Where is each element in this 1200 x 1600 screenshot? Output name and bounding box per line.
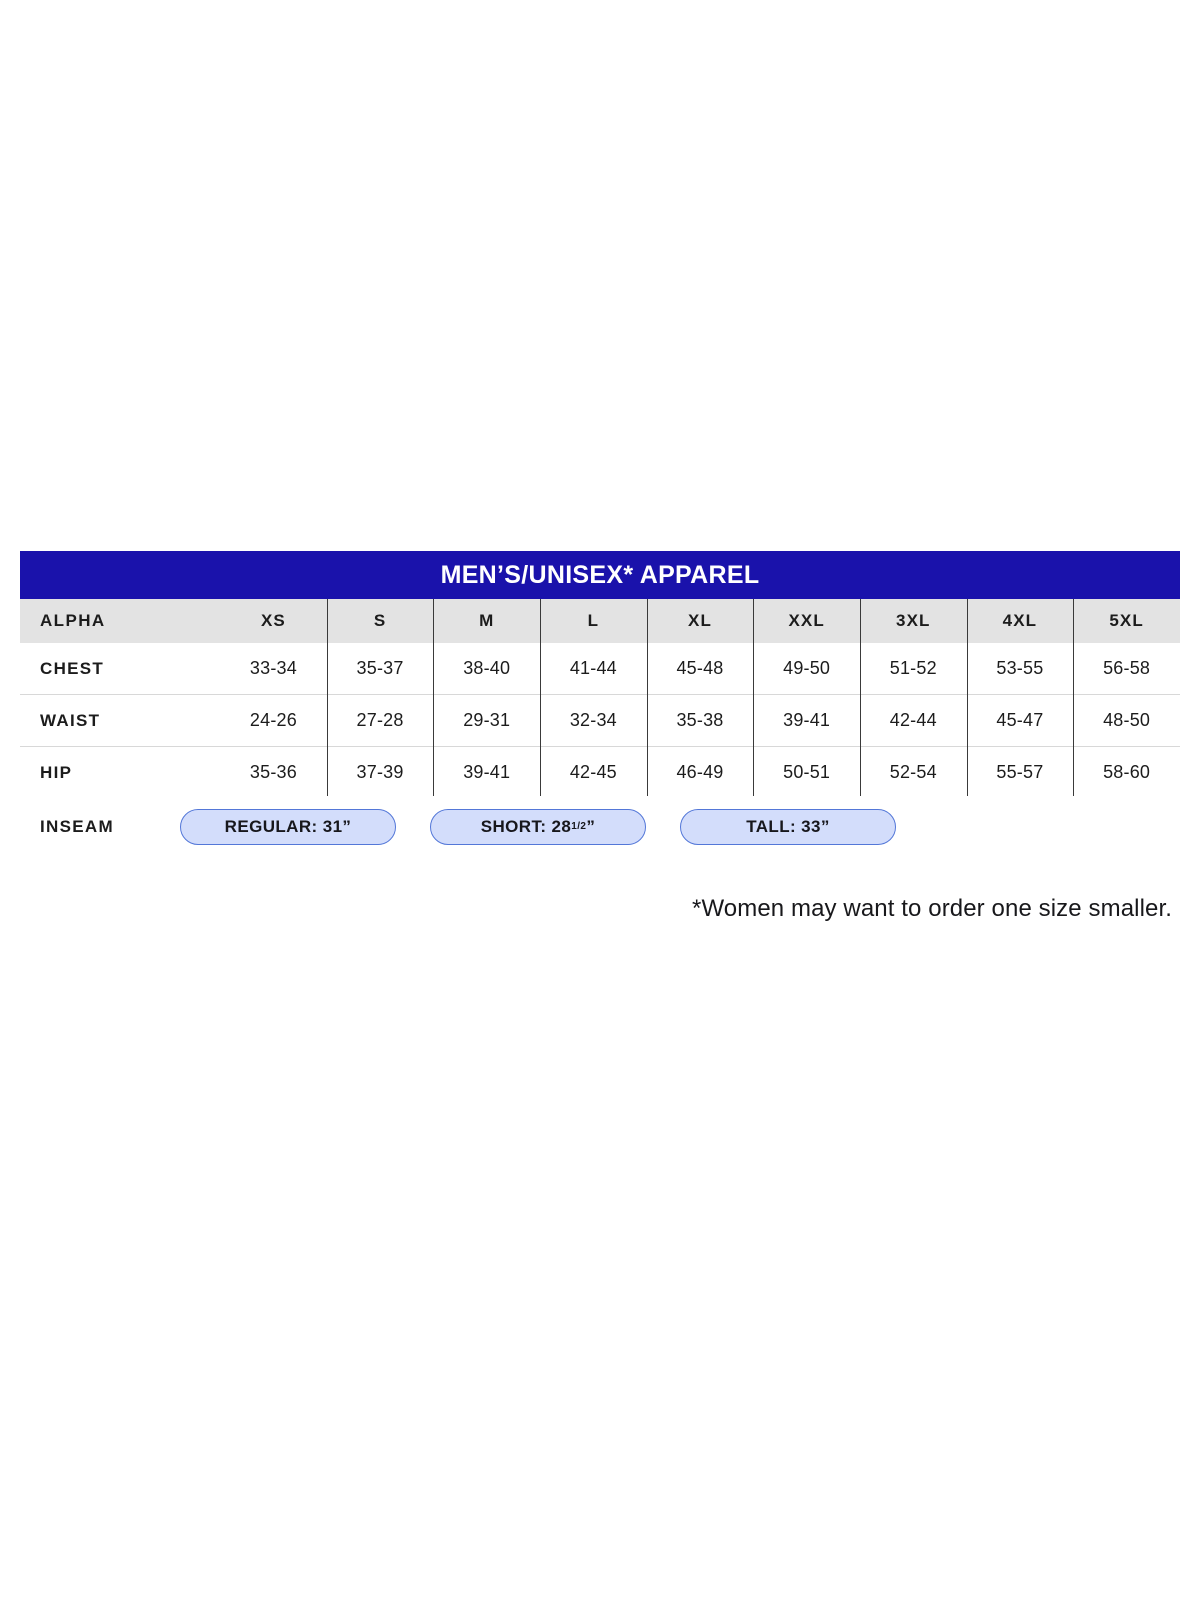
cell-hip-xl: 46-49 (676, 762, 724, 782)
chart-title: MEN’S/UNISEX* APPAREL (20, 551, 1180, 599)
cell-waist-4xl: 45-47 (966, 694, 1074, 747)
cell-hip-3xl: 52-54 (889, 762, 937, 782)
table-row: CHEST 33-34 35-37 38-40 41-44 45-48 49-50 51-52… (20, 643, 1180, 695)
inseam-pill-regular[interactable]: REGULAR: 31” (180, 809, 396, 845)
inseam-pill-label: SHORT: 28 (480, 817, 572, 836)
cell-waist-l: 32-34 (540, 694, 647, 747)
size-table: ALPHA XS S M L XL XXL 3XL 4XL 5XL CHEST 33-34 35-3… (20, 599, 1180, 798)
column-header-l: L (540, 599, 647, 643)
size-chart: MEN’S/UNISEX* APPAREL ALPHA XS S M L XL XXL 3X… (20, 551, 1180, 856)
cell-hip-s: 37-39 (356, 762, 404, 782)
inseam-pill-label: TALL: 33” (746, 817, 830, 836)
cell-waist-xxl: 39-41 (753, 694, 860, 747)
footnote: *Women may want to order one size smalle… (692, 895, 1172, 922)
cell-chest-5xl: 56-58 (1073, 643, 1180, 695)
cell-chest-4xl: 53-55 (966, 643, 1074, 695)
column-header-s: S (326, 599, 434, 643)
cell-chest-xxl: 49-50 (753, 643, 860, 695)
inseam-pill-label: REGULAR: 31” (224, 817, 352, 836)
cell-waist-m: 29-31 (433, 694, 541, 747)
cell-chest-s: 35-37 (326, 643, 434, 695)
column-header-4xl: 4XL (966, 599, 1074, 643)
inseam-fraction: 1/2 (571, 821, 587, 832)
cell-waist-xl: 35-38 (646, 694, 754, 747)
cell-chest-xs: 33-34 (220, 643, 327, 695)
inseam-pill-short[interactable]: SHORT: 28 1/2” (430, 809, 646, 845)
column-header-m: M (433, 599, 541, 643)
cell-chest-m: 38-40 (433, 643, 541, 695)
cell-hip-m: 39-41 (463, 762, 511, 782)
cell-waist-xs: 24-26 (220, 694, 327, 747)
inseam-unit-mark: ” (586, 817, 596, 836)
column-header-xs: XS (220, 599, 327, 643)
column-header-3xl: 3XL (859, 599, 967, 643)
column-header-xl: XL (646, 599, 754, 643)
cell-chest-l: 41-44 (540, 643, 647, 695)
cell-hip-l: 42-45 (569, 762, 617, 782)
column-header-xxl: XXL (753, 599, 860, 643)
row-label-waist: WAIST (20, 694, 221, 747)
row-label-hip: HIP (40, 762, 73, 782)
cell-hip-4xl: 55-57 (996, 762, 1044, 782)
inseam-row-label: INSEAM (40, 817, 114, 836)
cell-waist-s: 27-28 (326, 694, 434, 747)
cell-waist-5xl: 48-50 (1073, 694, 1180, 747)
inseam-options: REGULAR: 31” SHORT: 28 1/2” TALL: 33” (180, 809, 896, 845)
inseam-row: INSEAM REGULAR: 31” SHORT: 28 1/2” TALL: 33… (20, 798, 1180, 856)
inseam-pill-tall[interactable]: TALL: 33” (680, 809, 896, 845)
table-header-row: ALPHA XS S M L XL XXL 3XL 4XL 5XL (20, 599, 1180, 643)
cell-hip-xxl: 50-51 (783, 762, 831, 782)
cell-hip-5xl: 58-60 (1103, 762, 1151, 782)
column-header-alpha: ALPHA (20, 599, 221, 643)
table-row: WAIST 24-26 27-28 29-31 32-34 35-38 39-41 42-44… (20, 694, 1180, 747)
table-row: HIP 35-36 37-39 39-41 42-45 46-49 50-51 52-54 55… (20, 747, 1180, 799)
cell-chest-3xl: 51-52 (859, 643, 967, 695)
column-header-5xl: 5XL (1073, 599, 1180, 643)
cell-hip-xs: 35-36 (249, 762, 297, 782)
row-label-chest: CHEST (20, 643, 221, 695)
cell-waist-3xl: 42-44 (859, 694, 967, 747)
cell-chest-xl: 45-48 (646, 643, 754, 695)
